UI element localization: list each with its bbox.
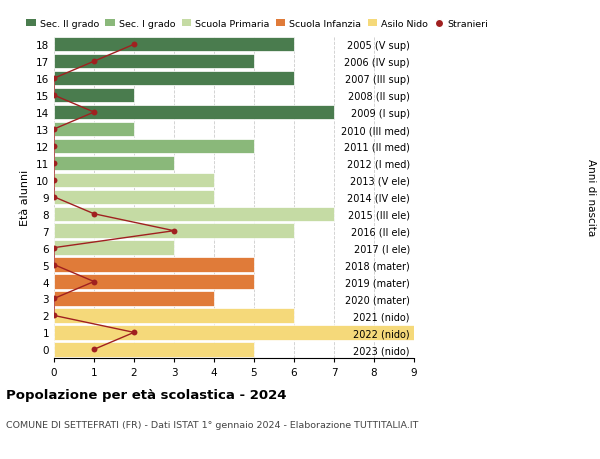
Bar bbox=[54, 140, 254, 154]
Bar bbox=[54, 275, 254, 289]
Point bbox=[49, 312, 59, 319]
Point bbox=[49, 92, 59, 100]
Point bbox=[89, 346, 99, 353]
Bar bbox=[54, 72, 294, 86]
Bar bbox=[54, 38, 294, 52]
Point bbox=[49, 126, 59, 134]
Point bbox=[49, 261, 59, 269]
Bar bbox=[54, 258, 254, 272]
Point bbox=[49, 160, 59, 167]
Legend: Sec. II grado, Sec. I grado, Scuola Primaria, Scuola Infanzia, Asilo Nido, Stran: Sec. II grado, Sec. I grado, Scuola Prim… bbox=[26, 20, 488, 29]
Point bbox=[89, 109, 99, 117]
Bar bbox=[54, 89, 134, 103]
Point bbox=[89, 58, 99, 66]
Bar bbox=[54, 224, 294, 238]
Bar bbox=[54, 325, 414, 340]
Bar bbox=[54, 207, 334, 222]
Point bbox=[129, 329, 139, 336]
Point bbox=[89, 211, 99, 218]
Bar bbox=[54, 342, 254, 357]
Bar bbox=[54, 106, 334, 120]
Bar bbox=[54, 123, 134, 137]
Point bbox=[49, 194, 59, 201]
Point bbox=[89, 278, 99, 285]
Bar bbox=[54, 157, 174, 171]
Bar bbox=[54, 55, 254, 69]
Text: COMUNE DI SETTEFRATI (FR) - Dati ISTAT 1° gennaio 2024 - Elaborazione TUTTITALIA: COMUNE DI SETTEFRATI (FR) - Dati ISTAT 1… bbox=[6, 420, 418, 429]
Y-axis label: Età alunni: Età alunni bbox=[20, 169, 31, 225]
Bar bbox=[54, 291, 214, 306]
Point bbox=[49, 75, 59, 83]
Bar bbox=[54, 308, 294, 323]
Point bbox=[169, 228, 179, 235]
Bar bbox=[54, 190, 214, 205]
Point bbox=[49, 177, 59, 184]
Point bbox=[129, 41, 139, 49]
Text: Popolazione per età scolastica - 2024: Popolazione per età scolastica - 2024 bbox=[6, 388, 287, 401]
Point bbox=[49, 143, 59, 150]
Point bbox=[49, 295, 59, 302]
Bar bbox=[54, 173, 214, 188]
Point bbox=[49, 245, 59, 252]
Bar bbox=[54, 241, 174, 255]
Text: Anni di nascita: Anni di nascita bbox=[586, 159, 596, 236]
